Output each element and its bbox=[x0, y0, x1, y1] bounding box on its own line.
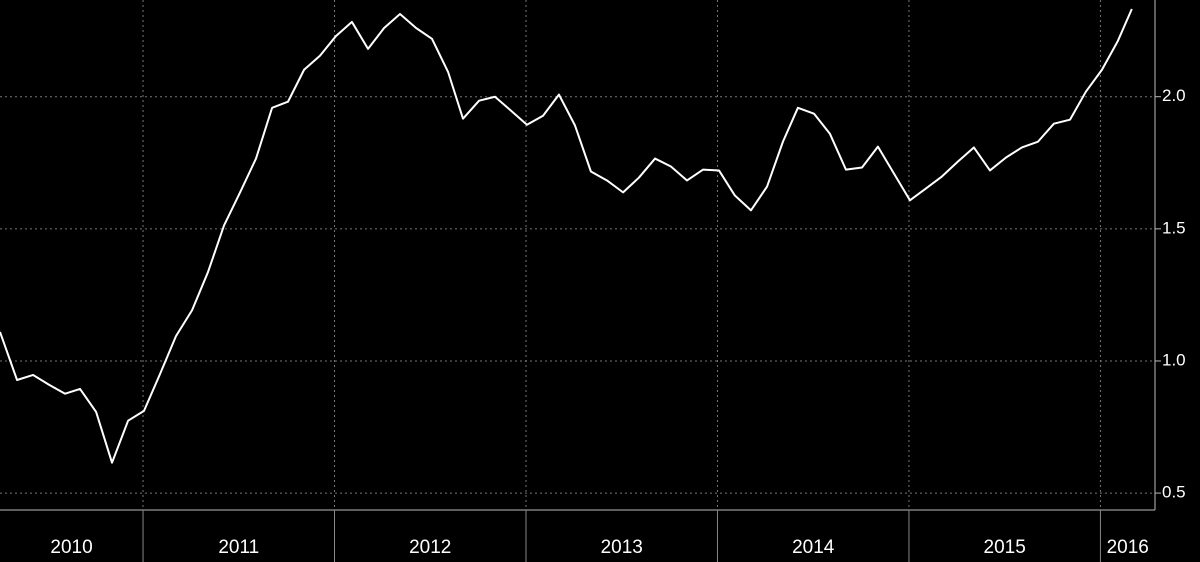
x-period-label: 2016 bbox=[1107, 537, 1149, 558]
x-period-label: 2010 bbox=[50, 537, 92, 558]
x-period-label: 2014 bbox=[792, 537, 835, 558]
x-period-label: 2011 bbox=[218, 537, 259, 558]
y-tick-label: 0.5 bbox=[1162, 483, 1186, 502]
x-period-label: 2012 bbox=[409, 537, 451, 558]
y-tick-label: 2.0 bbox=[1162, 86, 1186, 105]
y-tick-label: 1.0 bbox=[1162, 350, 1186, 369]
y-tick-label: 1.5 bbox=[1162, 218, 1186, 237]
x-period-label: 2013 bbox=[601, 537, 643, 558]
x-period-label: 2015 bbox=[984, 537, 1026, 558]
line bbox=[0, 8, 1133, 464]
